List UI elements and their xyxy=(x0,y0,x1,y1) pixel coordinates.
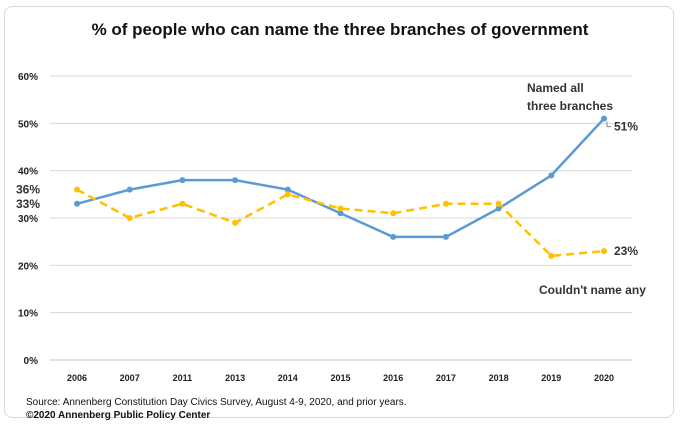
data-point xyxy=(442,200,449,207)
data-point xyxy=(601,248,607,255)
data-point xyxy=(126,186,133,193)
series-name-label: Couldn't name any xyxy=(539,283,646,297)
source-note: Source: Annenberg Constitution Day Civic… xyxy=(26,397,407,408)
gridlines xyxy=(50,75,632,361)
series-start-label: 36% xyxy=(16,183,40,197)
series-name-label: three branches xyxy=(527,99,613,113)
series-end-label: 23% xyxy=(614,244,638,258)
data-point xyxy=(442,233,449,240)
data-point xyxy=(284,191,291,198)
x-tick-label: 2016 xyxy=(383,373,403,383)
x-tick-label: 2020 xyxy=(594,373,614,383)
copyright-note: ©2020 Annenberg Public Policy Center xyxy=(26,410,211,421)
y-axis-tick-labels: 0% 10% 20% 30% 40% 50% 60% xyxy=(18,72,38,367)
x-tick-label: 2013 xyxy=(225,373,245,383)
leader-line xyxy=(606,121,611,128)
data-point xyxy=(601,115,607,122)
series-start-label: 33% xyxy=(16,197,40,211)
x-tick-label: 2006 xyxy=(67,373,87,383)
data-point xyxy=(179,200,186,207)
y-tick-label: 50% xyxy=(18,119,38,130)
data-point xyxy=(179,177,186,184)
data-point xyxy=(390,210,397,217)
data-point xyxy=(232,219,239,226)
series-name-label: Named all xyxy=(527,81,584,95)
x-tick-label: 2011 xyxy=(173,373,193,383)
data-point xyxy=(337,210,344,217)
x-tick-label: 2007 xyxy=(120,373,140,383)
data-point xyxy=(74,186,80,193)
data-point xyxy=(284,186,291,193)
y-tick-label: 10% xyxy=(18,309,38,320)
x-tick-label: 2018 xyxy=(489,373,509,383)
y-tick-label: 30% xyxy=(18,214,38,225)
series-line-1 xyxy=(76,188,605,258)
x-tick-label: 2014 xyxy=(278,373,298,383)
data-point xyxy=(495,200,502,207)
data-point xyxy=(126,215,133,221)
data-point xyxy=(337,205,344,212)
chart-title: % of people who can name the three branc… xyxy=(91,20,589,39)
y-tick-label: 20% xyxy=(18,261,38,272)
data-point xyxy=(74,200,80,207)
x-tick-label: 2019 xyxy=(541,373,561,383)
y-tick-label: 40% xyxy=(18,167,38,178)
y-tick-label: 0% xyxy=(24,356,39,367)
x-tick-label: 2017 xyxy=(436,373,456,383)
series-points xyxy=(74,115,607,259)
series-labels: 36%33% 51% 23% Named all three branches Could… xyxy=(16,81,646,297)
x-tick-label: 2015 xyxy=(330,373,350,383)
data-point xyxy=(548,252,555,259)
series-line-0 xyxy=(76,117,605,239)
y-tick-label: 60% xyxy=(18,72,38,83)
data-point xyxy=(548,172,555,179)
x-axis-tick-labels: 2006 2007 2011 2013 2014 2015 2016 2017 2018 2019… xyxy=(67,373,614,383)
data-point xyxy=(232,177,239,184)
data-point xyxy=(495,205,502,212)
series-lines xyxy=(76,117,605,258)
series-end-label: 51% xyxy=(614,120,638,134)
data-point xyxy=(390,233,397,240)
